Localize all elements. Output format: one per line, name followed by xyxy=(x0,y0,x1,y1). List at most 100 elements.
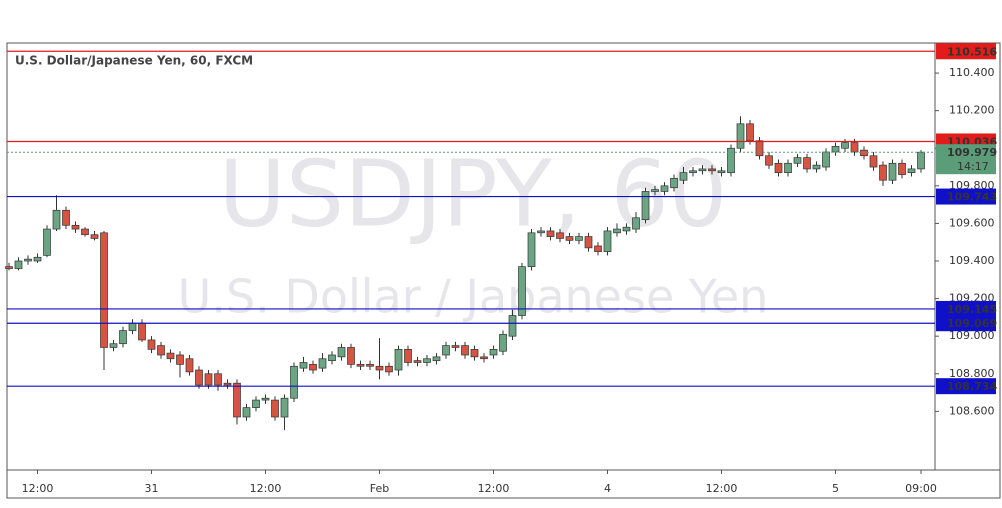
candle-body xyxy=(119,330,127,345)
x-tick-label: 4 xyxy=(604,482,611,495)
candle-body xyxy=(176,354,184,365)
candle-body xyxy=(423,358,431,363)
level-label-bg xyxy=(936,188,996,205)
chart-title: U.S. Dollar/Japanese Yen, 60, FXCM xyxy=(15,54,253,68)
candle-body xyxy=(622,226,631,232)
candle-body xyxy=(404,348,412,363)
candle-body xyxy=(708,168,716,172)
candle-body xyxy=(138,322,146,341)
x-tick-label: 12:00 xyxy=(706,482,738,495)
candle-body xyxy=(736,123,745,149)
candle-body xyxy=(556,232,564,239)
candle-body xyxy=(461,345,469,356)
candle-body xyxy=(537,230,545,234)
candle-body xyxy=(109,343,118,348)
candle-body xyxy=(869,155,878,168)
candle-body xyxy=(62,209,70,226)
candle-body xyxy=(784,162,792,174)
candle-body xyxy=(71,224,80,230)
candle-body xyxy=(52,209,61,230)
candle-body xyxy=(128,322,137,331)
candle-body xyxy=(774,162,783,174)
candle-body xyxy=(24,258,32,262)
candle-body xyxy=(451,345,460,348)
candle-body xyxy=(765,155,773,166)
candle-body xyxy=(879,164,887,181)
frame xyxy=(6,42,1001,499)
candle-body xyxy=(679,172,688,181)
level-label: 108.734 xyxy=(947,380,997,393)
candle-body xyxy=(917,151,925,170)
x-tick-label: 5 xyxy=(832,482,839,495)
candle-body xyxy=(755,140,764,157)
watermark-subtitle: U.S. Dollar / Japanese Yen xyxy=(178,270,769,324)
candle-body xyxy=(328,354,336,361)
candle-body xyxy=(641,191,650,221)
candle-body xyxy=(100,232,108,348)
y-tick-label: 108.800 xyxy=(949,367,995,380)
candle-body xyxy=(347,347,355,365)
candle-body xyxy=(157,345,165,356)
candle-body xyxy=(309,364,317,371)
candle-body xyxy=(793,157,802,164)
level-label: 109.145 xyxy=(947,303,997,316)
candle-body xyxy=(223,382,232,386)
candle-body xyxy=(565,236,574,241)
candle-body xyxy=(43,228,51,256)
candle-body xyxy=(898,162,906,175)
candle-body xyxy=(651,189,659,192)
level-label-bg xyxy=(936,300,996,317)
candle-body xyxy=(318,358,327,369)
candle-body xyxy=(280,397,289,418)
candle-body xyxy=(147,339,156,350)
candle-body xyxy=(660,185,669,192)
candle-body xyxy=(670,177,678,189)
candle-body xyxy=(803,157,811,170)
candle-body xyxy=(14,260,23,269)
candle-body xyxy=(242,407,251,418)
y-tick-label: 108.600 xyxy=(949,404,995,417)
candle-body xyxy=(195,369,203,386)
candle-body xyxy=(689,170,697,174)
candle-body xyxy=(385,365,393,373)
candle-body xyxy=(470,348,479,358)
y-tick-label: 109.600 xyxy=(949,216,995,229)
x-tick-label: Feb xyxy=(370,482,389,495)
candle-body xyxy=(717,170,726,174)
candle-body xyxy=(356,364,365,367)
y-tick-label: 110.400 xyxy=(949,66,995,79)
watermark: USDJPY, 60 xyxy=(219,140,728,247)
candle-body xyxy=(480,356,488,360)
candle-body xyxy=(337,347,346,358)
level-label-bg xyxy=(936,43,996,60)
candle-body xyxy=(613,228,621,234)
candle-body xyxy=(632,217,640,230)
candle-body xyxy=(413,360,422,363)
candle-body xyxy=(518,266,526,316)
x-tick-label: 09:00 xyxy=(905,482,937,495)
candle-body xyxy=(271,399,279,418)
candle-body xyxy=(33,256,42,262)
candle-body xyxy=(233,382,241,418)
candle-body xyxy=(81,228,89,236)
candle-body xyxy=(698,168,707,172)
y-tick-label: 109.000 xyxy=(949,329,995,342)
candle-body xyxy=(841,142,849,149)
candle-body xyxy=(394,348,403,371)
candle-body xyxy=(261,397,270,401)
candle-body xyxy=(575,236,583,241)
candle-body xyxy=(432,356,441,361)
candle-body xyxy=(375,365,384,371)
candle-body xyxy=(546,230,555,237)
candle-body xyxy=(746,123,754,142)
candle-body xyxy=(290,365,298,399)
x-tick-label: 12:00 xyxy=(250,482,282,495)
candle-body xyxy=(90,234,99,239)
candle-body xyxy=(831,146,840,153)
candle-body xyxy=(888,162,897,181)
level-label: 109.743 xyxy=(947,191,997,204)
candle-body xyxy=(166,352,175,360)
candle-body xyxy=(850,142,859,153)
x-tick-label: 12:00 xyxy=(22,482,54,495)
